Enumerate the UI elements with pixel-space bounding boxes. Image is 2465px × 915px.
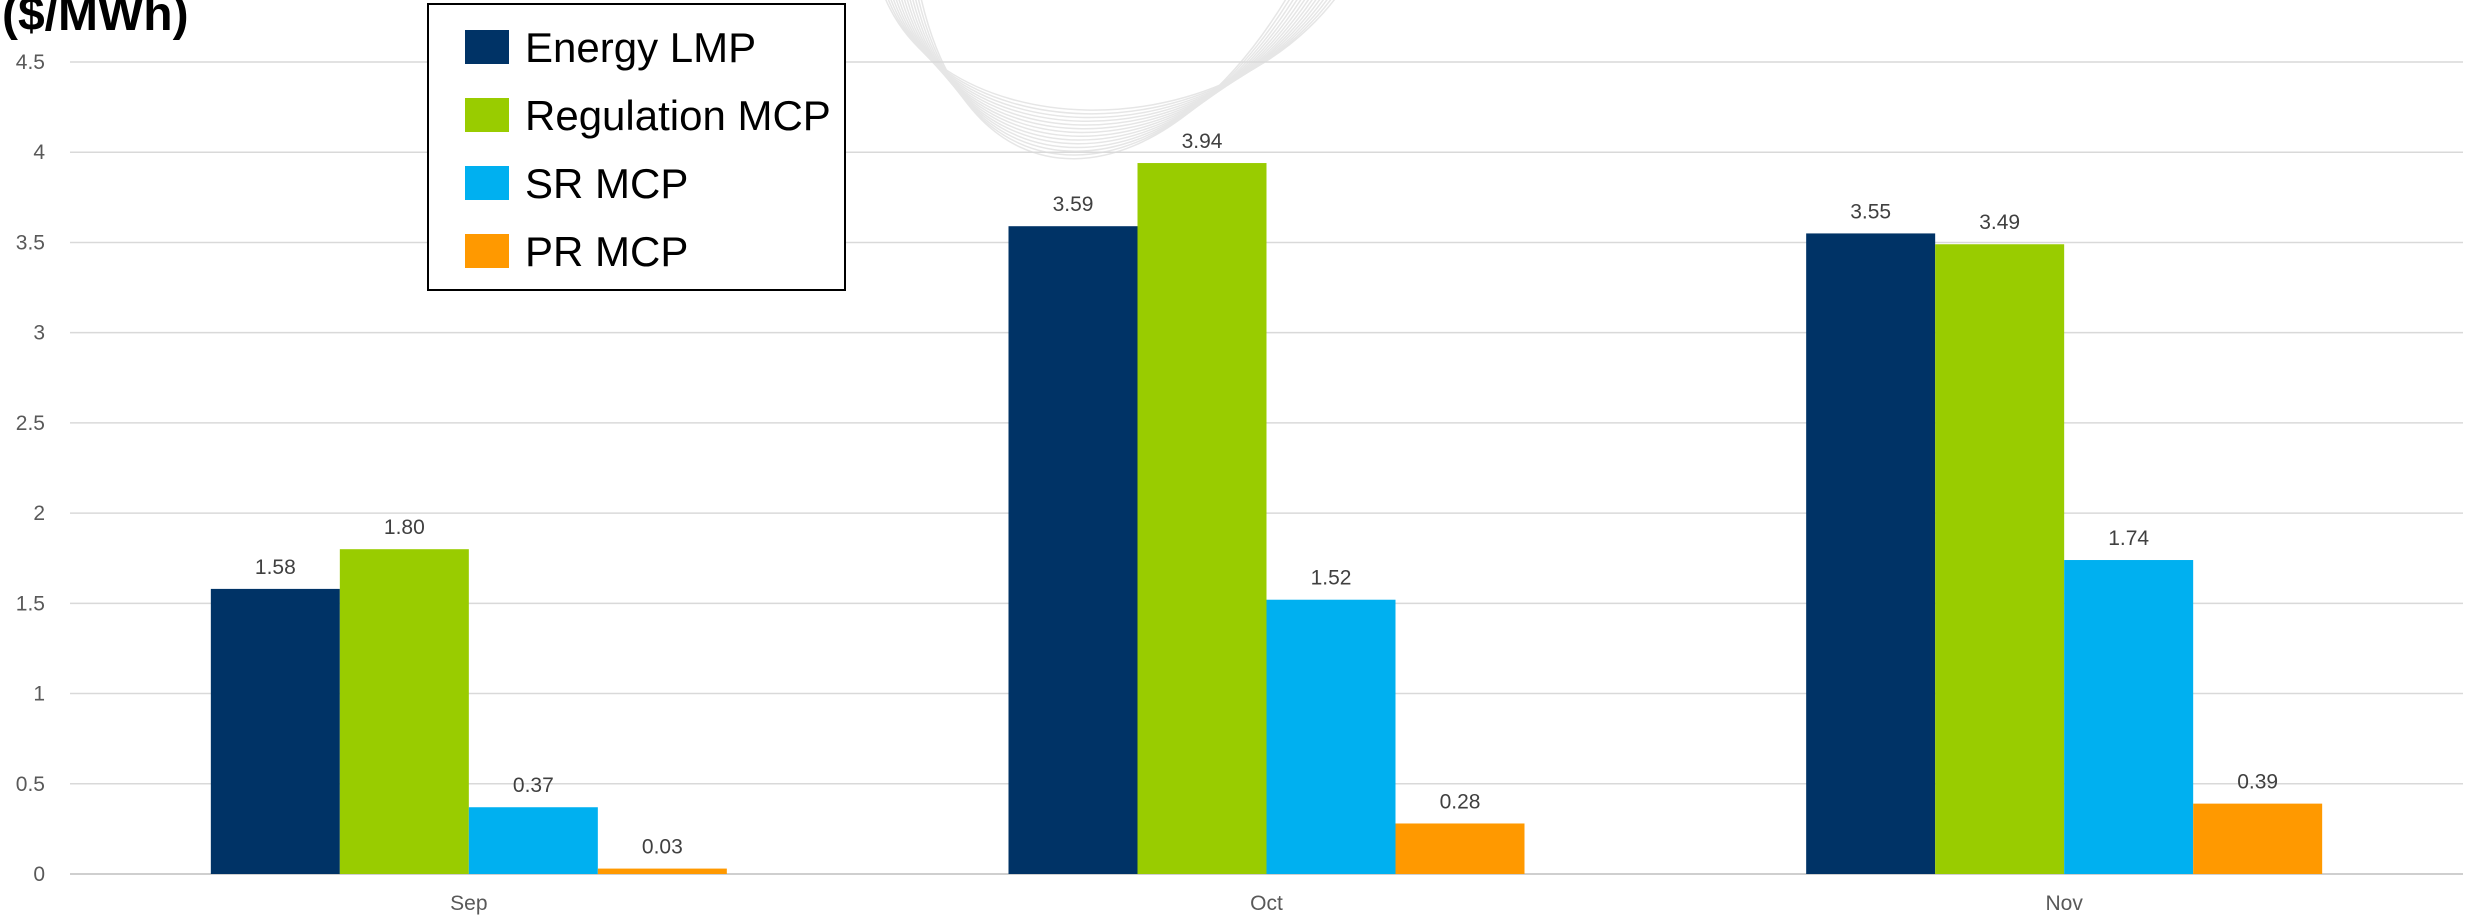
legend-label: SR MCP: [525, 160, 688, 207]
bar-regulation-mcp: [1935, 244, 2065, 874]
watermark-arc: [895, 0, 1321, 126]
data-label: 1.58: [255, 556, 296, 579]
bar-pr-mcp: [1395, 823, 1525, 874]
data-label: 3.49: [1979, 211, 2020, 234]
data-label: 3.55: [1850, 200, 1891, 223]
x-tick-label: Sep: [450, 892, 487, 915]
y-tick-label: 1: [33, 683, 45, 706]
legend-swatch: [465, 234, 509, 268]
data-labels: 1.58 1.80 0.37 0.03 3.59 3.94 1.52 0.28 3.55 3.49…: [255, 130, 2278, 859]
legend-label: PR MCP: [525, 228, 688, 275]
bar-regulation-mcp: [1137, 163, 1267, 874]
bar-pr-mcp: [597, 868, 727, 874]
legend-label: Energy LMP: [525, 24, 756, 71]
legend-swatch: [465, 98, 509, 132]
y-tick-label: 0: [33, 863, 45, 886]
y-tick-label: 3: [33, 322, 45, 345]
y-tick-label: 4: [33, 141, 45, 164]
y-tick-label: 0.5: [16, 773, 45, 796]
watermark-arc: [898, 0, 1317, 130]
legend-label: Regulation MCP: [525, 92, 831, 139]
watermark-arc: [890, 0, 1328, 119]
x-axis-ticks: Sep Oct Nov: [450, 892, 2083, 915]
bar-regulation-mcp: [339, 549, 469, 874]
watermark-arc: [893, 0, 1324, 122]
watermark-arc: [906, 0, 1306, 141]
bar-sr-mcp: [468, 807, 598, 874]
watermark-arc: [912, 0, 1298, 149]
data-label: 0.39: [2237, 771, 2278, 794]
bar-energy-lmp: [1806, 233, 1936, 874]
watermark-arc: [904, 0, 1309, 137]
data-label: 3.59: [1053, 193, 1094, 216]
data-label: 0.28: [1440, 790, 1481, 813]
x-tick-label: Nov: [2045, 892, 2083, 915]
watermark-decoration: [885, 0, 1335, 160]
data-label: 1.80: [384, 516, 425, 539]
bars: [210, 163, 2323, 874]
legend-swatch: [465, 30, 509, 64]
data-label: 0.03: [642, 836, 683, 859]
legend-swatch: [465, 166, 509, 200]
watermark-arc: [915, 0, 1294, 152]
y-tick-label: 3.5: [16, 231, 45, 254]
y-tick-label: 2: [33, 502, 45, 525]
y-tick-label: 4.5: [16, 51, 45, 74]
bar-sr-mcp: [1266, 599, 1396, 874]
watermark-arc: [920, 0, 1287, 160]
watermark-arc: [885, 0, 1335, 111]
watermark-arc: [918, 0, 1290, 156]
watermark-arc: [887, 0, 1332, 115]
bar-pr-mcp: [2193, 803, 2323, 874]
bar-energy-lmp: [210, 588, 340, 874]
y-tick-label: 1.5: [16, 592, 45, 615]
bar-sr-mcp: [2064, 560, 2194, 874]
data-label: 1.74: [2108, 527, 2149, 550]
bar-energy-lmp: [1008, 226, 1138, 874]
watermark-arc: [909, 0, 1302, 145]
y-tick-label: 2.5: [16, 412, 45, 435]
data-label: 1.52: [1311, 567, 1352, 590]
x-tick-label: Oct: [1250, 892, 1283, 915]
legend: Energy LMP Regulation MCP SR MCP PR MCP: [427, 3, 846, 291]
data-label: 0.37: [513, 774, 554, 797]
data-label: 3.94: [1182, 130, 1223, 153]
watermark-arc: [901, 0, 1313, 134]
y-axis-ticks: 0 0.5 1 1.5 2 2.5 3 3.5 4 4.5: [16, 51, 46, 886]
chart-title: ($/MWh): [2, 0, 189, 41]
